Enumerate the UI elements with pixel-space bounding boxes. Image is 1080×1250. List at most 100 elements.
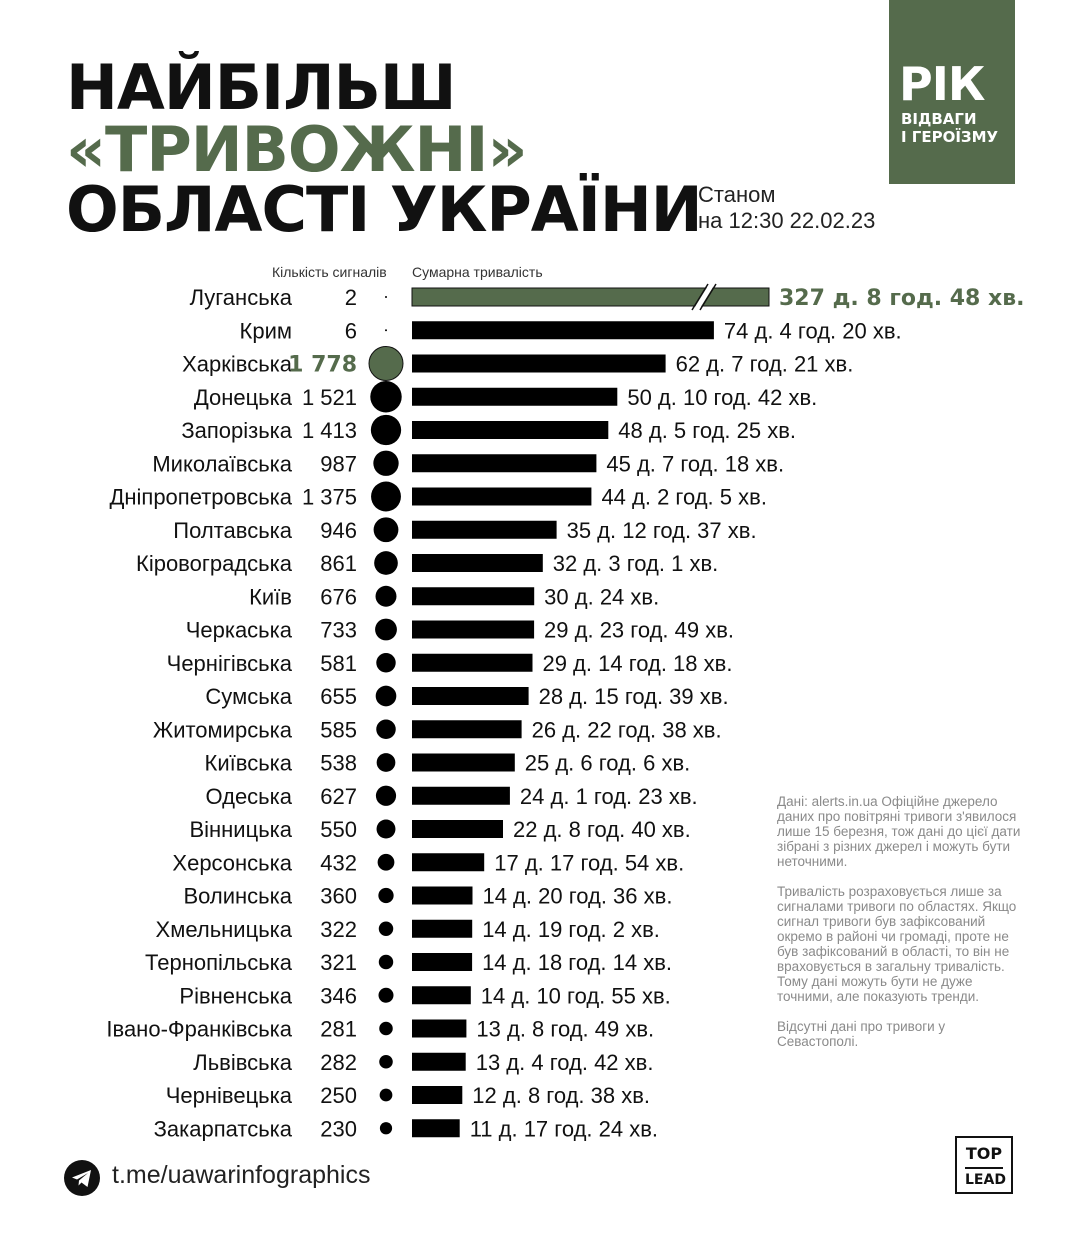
duration-bar [412,1019,467,1038]
region-label: Тернопільська [145,950,293,975]
axis-break-gap [693,282,715,312]
count-label: 627 [320,784,357,809]
badge-line-1: ВІДВАГИ [901,110,977,128]
count-label: 946 [320,518,357,543]
duration-label: 327 д. 8 год. 48 хв. [779,286,1024,311]
region-label: Миколаївська [152,451,292,476]
duration-label: 45 д. 7 год. 18 хв. [606,451,784,476]
count-bubble [376,653,396,673]
count-label: 281 [320,1017,357,1042]
region-label: Кіровоградська [136,551,293,576]
count-label: 1 413 [302,418,357,443]
count-bubble [377,853,395,871]
region-label: Рівненська [179,983,292,1008]
region-label: Донецька [194,385,293,410]
count-bubble [379,1054,393,1069]
duration-bar [412,587,535,606]
region-label: Херсонська [172,850,292,875]
count-bubble [376,753,396,772]
count-bubble [368,346,404,381]
count-bubble [375,685,397,707]
count-label: 322 [320,917,357,942]
duration-label: 11 д. 17 год. 24 хв. [470,1116,658,1141]
count-label: 346 [320,983,357,1008]
duration-bar [412,886,473,905]
anniversary-badge: РІК ВІДВАГИ І ГЕРОЇЗМУ [889,0,1015,184]
duration-bar [412,986,471,1005]
region-label: Київська [205,751,293,776]
duration-bar [412,820,503,838]
duration-label: 29 д. 14 год. 18 хв. [542,651,732,676]
duration-bar [411,287,770,307]
region-label: Хмельницька [156,917,293,942]
duration-bar [412,953,473,971]
count-label: 676 [320,584,357,609]
duration-label: 62 д. 7 год. 21 хв. [676,352,854,377]
duration-bar [412,487,592,506]
duration-bar [412,354,666,373]
duration-bar [412,387,618,406]
count-label: 861 [320,551,357,576]
region-label: Івано-Франківська [106,1017,292,1042]
count-column-header: Кількість сигналів [272,264,387,280]
count-label: 1 521 [302,385,357,410]
as-of-line-2: на 12:30 22.02.23 [698,208,876,233]
as-of-date: Станом на 12:30 22.02.23 [698,182,875,234]
note-missing: Відсутні дані про тривоги у Севастополі. [777,1019,946,1049]
duration-label: 44 д. 2 год. 5 хв. [601,485,767,510]
duration-label: 48 д. 5 год. 25 хв. [618,418,796,443]
count-bubble [370,414,402,446]
count-label: 538 [320,751,357,776]
duration-label: 17 д. 17 год. 54 хв. [494,850,684,875]
duration-label: 35 д. 12 год. 37 хв. [567,518,757,543]
region-label: Сумська [205,684,292,709]
region-label: Полтавська [173,518,292,543]
count-bubble [373,450,399,476]
telegram-icon[interactable] [64,1160,100,1196]
duration-bar [412,454,597,473]
duration-label: 14 д. 18 год. 14 хв. [482,950,672,975]
title-line-2: «ТРИВОЖНІ» [66,113,528,186]
duration-label: 13 д. 4 год. 42 хв. [476,1050,654,1075]
toplead-logo: TOP LEAD [955,1136,1013,1194]
count-label: 655 [320,684,357,709]
duration-label: 28 д. 15 год. 39 хв. [539,684,729,709]
count-label: 230 [320,1116,357,1141]
count-label: 733 [320,618,357,643]
note-source: Дані: alerts.in.ua Офіційне джерело дани… [777,794,1021,869]
duration-label: 25 д. 6 год. 6 хв. [525,751,691,776]
count-bubble [370,381,402,413]
count-label: 1 778 [288,353,357,378]
region-label: Чернівецька [166,1083,293,1108]
duration-bar [412,620,535,639]
region-label: Житомирська [153,717,293,742]
region-label: Крим [240,318,292,343]
count-label: 282 [320,1050,357,1075]
notes-block: Дані: alerts.in.ua Офіційне джерело дани… [777,794,1022,1064]
duration-bar [412,653,533,672]
count-bubble [385,329,387,332]
count-bubble [379,1088,393,1102]
duration-label: 14 д. 10 год. 55 хв. [481,983,671,1008]
count-label: 360 [320,884,357,909]
duration-bar [412,554,543,572]
count-bubble [373,517,399,543]
duration-label: 29 д. 23 год. 49 хв. [544,618,734,643]
count-bubble [376,719,396,739]
count-label: 987 [320,451,357,476]
duration-bar [412,1052,466,1071]
count-bubble [371,481,401,512]
telegram-link[interactable]: t.me/uawarinfographics [112,1161,371,1189]
duration-bar [412,1119,460,1138]
region-label: Черкаська [186,618,293,643]
count-label: 6 [345,318,357,343]
count-bubble [375,785,397,806]
count-bubble [375,585,397,607]
count-label: 1 375 [302,485,357,510]
badge-title: РІК [899,57,985,111]
duration-label: 24 д. 1 год. 23 хв. [520,784,698,809]
count-bubble [378,954,394,970]
count-bubble [385,296,387,298]
duration-bar [412,421,609,439]
region-label: Запорізька [181,418,292,443]
